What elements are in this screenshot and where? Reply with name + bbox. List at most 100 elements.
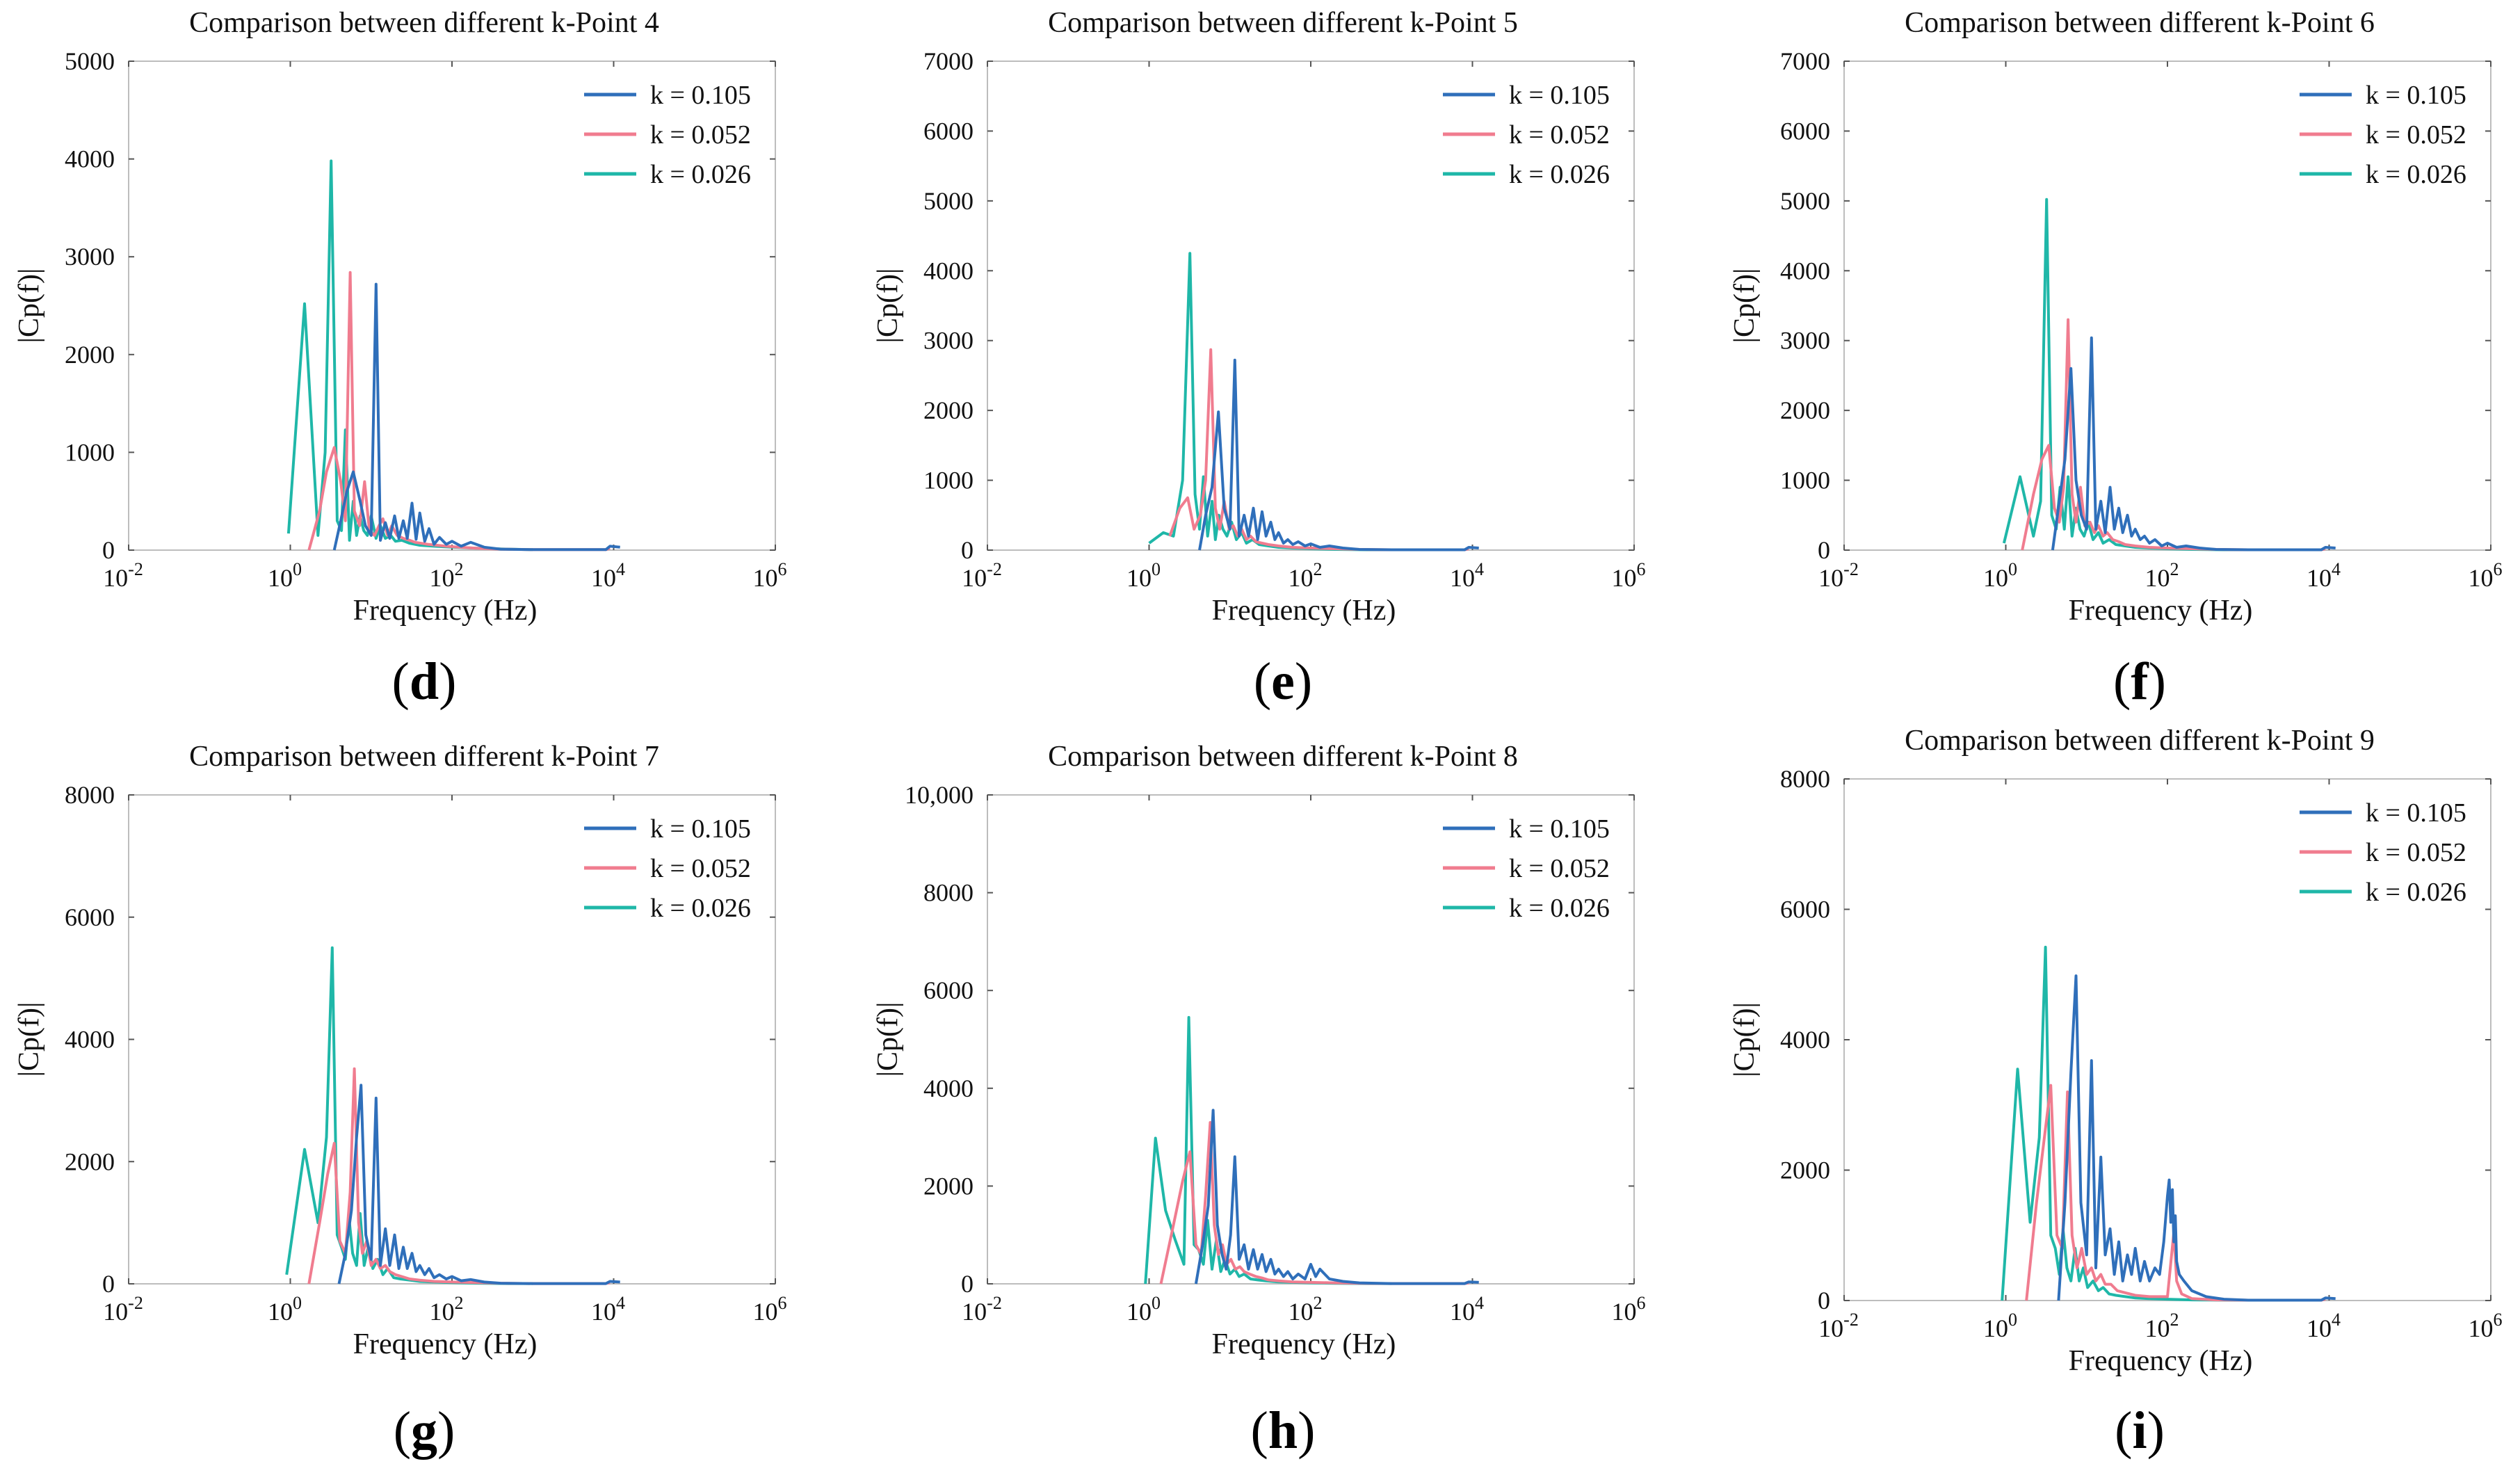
- x-tick-label: 104: [591, 1293, 625, 1326]
- x-axis-label: Frequency (Hz): [1212, 595, 1396, 627]
- x-tick-label: 102: [430, 1293, 464, 1326]
- x-tick-label: 106: [2469, 559, 2503, 592]
- series-line: [2001, 945, 2249, 1302]
- series-line: [286, 159, 533, 552]
- x-tick-label: 100: [1983, 559, 2017, 592]
- y-tick-label: 6000: [923, 976, 974, 1004]
- y-tick-label: 6000: [1780, 896, 1830, 924]
- x-axis-label: Frequency (Hz): [2069, 1345, 2253, 1377]
- y-tick-label: 6000: [923, 117, 974, 145]
- series-line: [1198, 358, 1479, 552]
- x-tick-label: 10-2: [962, 559, 1002, 592]
- y-tick-label: 8000: [65, 781, 115, 809]
- y-tick-label: 4000: [923, 257, 974, 284]
- x-tick-label: 100: [1983, 1310, 2017, 1342]
- y-tick-label: 4000: [65, 1026, 115, 1054]
- x-tick-label: 102: [2145, 1310, 2179, 1342]
- y-tick-label: 1000: [1780, 467, 1830, 494]
- y-tick-label: 5000: [923, 187, 974, 215]
- x-tick-label: 104: [591, 559, 625, 592]
- x-tick-label: 106: [1612, 559, 1646, 592]
- y-axis-label: |Cp(f)|: [1729, 1002, 1761, 1077]
- legend-label: k = 0.105: [1509, 814, 1610, 844]
- legend-label: k = 0.026: [650, 160, 751, 189]
- y-axis-label: |Cp(f)|: [872, 1002, 904, 1077]
- series-line: [2051, 336, 2336, 552]
- series-line: [1194, 1109, 1479, 1285]
- chart-panel: Comparison between different k-Point 9 0 2…: [1729, 725, 2503, 1460]
- y-tick-label: 3000: [1780, 327, 1830, 355]
- chart-title: Comparison between different k-Point 5: [1048, 7, 1518, 39]
- x-tick-label: 104: [2307, 1310, 2341, 1342]
- y-tick-label: 7000: [1780, 47, 1830, 75]
- x-tick-label: 10-2: [1818, 559, 1859, 592]
- x-tick-label: 104: [1450, 559, 1484, 592]
- x-tick-label: 100: [1126, 559, 1161, 592]
- y-tick-label: 6000: [1780, 117, 1830, 145]
- y-tick-label: 4000: [65, 145, 115, 173]
- series-line: [285, 946, 533, 1285]
- x-tick-label: 102: [430, 559, 464, 592]
- x-tick-label: 106: [1612, 1293, 1646, 1326]
- x-tick-label: 104: [1450, 1293, 1484, 1326]
- legend-label: k = 0.026: [2366, 878, 2466, 907]
- y-tick-label: 5000: [65, 47, 115, 75]
- x-tick-label: 100: [268, 1293, 302, 1326]
- chart-title: Comparison between different k-Point 7: [189, 741, 659, 773]
- legend-label: k = 0.052: [2366, 838, 2466, 867]
- panel-label: (d): [392, 652, 457, 711]
- chart-panel: Comparison between different k-Point 601…: [1729, 7, 2503, 711]
- y-tick-label: 2000: [1780, 396, 1830, 424]
- legend-label: k = 0.026: [650, 894, 751, 923]
- y-tick-label: 10,000: [905, 781, 974, 809]
- chart-panel: Comparison between different k-Point 401…: [13, 7, 787, 711]
- chart-panel: Comparison between different k-Point 501…: [872, 7, 1646, 711]
- x-tick-label: 104: [2307, 559, 2341, 592]
- y-tick-label: 7000: [923, 47, 974, 75]
- series-line: [337, 1084, 620, 1285]
- y-tick-label: 0: [102, 1270, 115, 1298]
- chart-title: Comparison between different k-Point 4: [189, 7, 659, 39]
- y-axis-label: |Cp(f)|: [872, 268, 904, 344]
- y-tick-label: 3000: [65, 243, 115, 271]
- x-tick-label: 10-2: [103, 1293, 143, 1326]
- y-tick-label: 4000: [923, 1074, 974, 1102]
- legend-label: k = 0.026: [2366, 160, 2466, 189]
- chart-panel: Comparison between different k-Point 8 0 2…: [872, 741, 1646, 1460]
- legend-label: k = 0.105: [2366, 798, 2466, 828]
- legend-label: k = 0.026: [1509, 894, 1610, 923]
- y-tick-label: 3000: [923, 327, 974, 355]
- chart-panel: Comparison between different k-Point 7 0 2…: [13, 741, 787, 1460]
- y-tick-label: 0: [1818, 1287, 1830, 1314]
- legend-label: k = 0.052: [1509, 854, 1610, 883]
- x-tick-label: 102: [2145, 559, 2179, 592]
- series-line: [307, 1067, 611, 1285]
- legend-label: k = 0.026: [1509, 160, 1610, 189]
- series-line: [1148, 252, 1392, 552]
- y-tick-label: 1000: [923, 467, 974, 494]
- y-tick-label: 2000: [923, 1172, 974, 1200]
- x-axis-label: Frequency (Hz): [1212, 1328, 1396, 1360]
- legend-label: k = 0.052: [2366, 120, 2466, 150]
- y-tick-label: 2000: [65, 1148, 115, 1175]
- y-tick-label: 5000: [1780, 187, 1830, 215]
- y-axis-label: |Cp(f)|: [1729, 268, 1761, 344]
- x-tick-label: 106: [753, 1293, 787, 1326]
- y-tick-label: 0: [1818, 536, 1830, 564]
- y-axis-label: |Cp(f)|: [13, 268, 45, 344]
- series-line: [1144, 1015, 1392, 1285]
- y-tick-label: 0: [961, 536, 974, 564]
- y-tick-label: 4000: [1780, 257, 1830, 284]
- x-tick-label: 10-2: [962, 1293, 1002, 1326]
- series-line: [1159, 1121, 1469, 1285]
- x-axis-label: Frequency (Hz): [2069, 595, 2253, 627]
- x-axis-label: Frequency (Hz): [353, 1328, 538, 1360]
- panel-label: (f): [2113, 652, 2166, 711]
- y-tick-label: 8000: [1780, 765, 1830, 793]
- legend-label: k = 0.105: [1509, 81, 1610, 110]
- x-tick-label: 102: [1289, 559, 1323, 592]
- legend-label: k = 0.052: [1509, 120, 1610, 150]
- x-axis-label: Frequency (Hz): [353, 595, 538, 627]
- y-tick-label: 0: [961, 1270, 974, 1298]
